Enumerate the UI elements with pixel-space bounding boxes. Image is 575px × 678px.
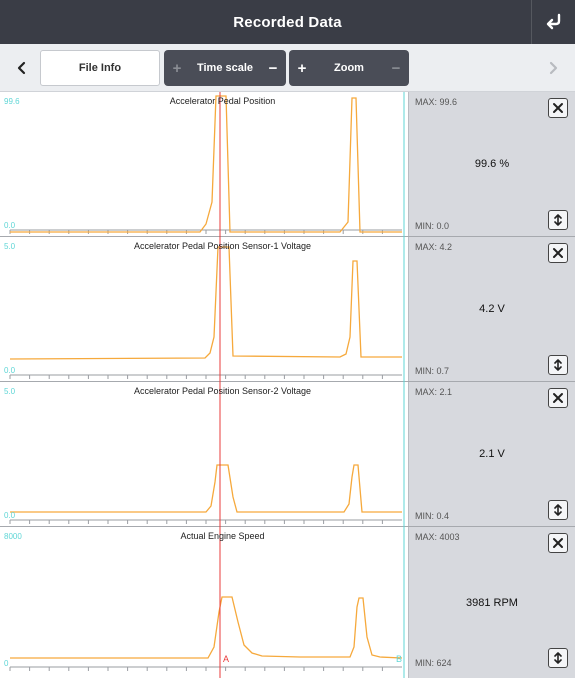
max-value: MAX: 2.1 [415,387,453,397]
time-scale-control: + Time scale − [164,50,286,86]
chevron-left-icon [17,61,26,75]
resize-panel-button[interactable] [548,355,568,375]
close-panel-button[interactable] [548,243,568,263]
graph-area[interactable]: Accelerator Pedal Position 99.6 0.0 [0,92,408,237]
trace-graph [9,92,405,237]
max-value: MAX: 99.6 [415,97,458,107]
y-max-label: 5.0 [4,242,16,251]
y-min-label: 0 [4,659,9,668]
graph-area[interactable]: Accelerator Pedal Position Sensor-1 Volt… [0,237,408,382]
resize-panel-button[interactable] [548,500,568,520]
file-info-button[interactable]: File Info [40,50,160,86]
panel-title: Actual Engine Speed [180,531,265,541]
current-value: 99.6 % [474,158,510,170]
close-icon [553,103,563,113]
graph-area[interactable]: Actual Engine Speed 8000 0 A B [0,527,408,678]
tick-marks [9,667,383,671]
title-bar: Recorded Data [0,0,575,44]
zoom-label: Zoom [334,62,364,74]
y-min-label: 0.0 [4,366,16,375]
time-scale-label: Time scale [196,62,254,74]
data-trace [10,95,402,233]
file-info-label: File Info [78,62,122,74]
cursor-b-label: B [396,654,403,664]
resize-panel-button[interactable] [548,648,568,668]
y-max-label: 8000 [4,532,22,541]
panel-title: Accelerator Pedal Position [169,96,276,106]
resize-panel-button[interactable] [548,210,568,230]
y-max-label: 5.0 [4,387,16,396]
data-trace [9,246,402,360]
zoom-minus-button[interactable]: − [391,59,401,77]
close-icon [553,538,563,548]
trace-graph [9,527,405,678]
data-panel-sensor-2-voltage: Accelerator Pedal Position Sensor-2 Volt… [0,382,575,527]
trace-graph [9,237,405,382]
y-min-label: 0.0 [4,221,16,230]
close-panel-button[interactable] [548,388,568,408]
current-value: 3981 RPM [466,596,518,609]
zoom-control: + Zoom − [289,50,409,86]
data-panel-sensor-1-voltage: Accelerator Pedal Position Sensor-1 Volt… [0,237,575,382]
max-value: MAX: 4003 [415,532,460,542]
return-arrow-icon [546,13,560,30]
time-scale-minus-button[interactable]: − [268,59,278,77]
value-sidebar: MAX: 99.6 99.6 % MIN: 0.0 [408,92,575,236]
y-max-label: 99.6 [4,97,20,106]
next-button[interactable] [535,44,571,92]
vertical-resize-icon [554,359,562,371]
min-value: MIN: 0.7 [415,366,450,376]
data-panel-accelerator-pedal-position: Accelerator Pedal Position 99.6 0.0 MAX:… [0,92,575,237]
tick-marks [9,375,383,379]
y-min-label: 0.0 [4,511,16,520]
vertical-resize-icon [554,504,562,516]
current-value: 4.2 V [479,303,505,315]
zoom-plus-button[interactable]: + [297,59,307,77]
data-trace [10,596,403,659]
close-icon [553,393,563,403]
vertical-resize-icon [554,652,562,664]
panel-title: Accelerator Pedal Position Sensor-2 Volt… [133,386,312,396]
value-sidebar: MAX: 2.1 2.1 V MIN: 0.4 [408,382,575,526]
min-value: MIN: 0.0 [415,221,450,231]
previous-button[interactable] [4,44,40,92]
min-value: MIN: 0.4 [415,511,450,521]
close-icon [553,248,563,258]
trace-graph [9,382,405,527]
toolbar: File Info + Time scale − + Zoom − [0,44,575,92]
chevron-right-icon [549,61,558,75]
return-button[interactable] [531,0,575,44]
data-trace [10,464,402,513]
graph-area[interactable]: Accelerator Pedal Position Sensor-2 Volt… [0,382,408,527]
cursor-a-label: A [223,654,230,664]
vertical-resize-icon [554,214,562,226]
min-value: MIN: 624 [415,658,452,668]
tick-marks [9,520,383,524]
max-value: MAX: 4.2 [415,242,453,252]
current-value: 2.1 V [479,448,505,460]
close-panel-button[interactable] [548,98,568,118]
panel-title: Accelerator Pedal Position Sensor-1 Volt… [133,241,312,251]
value-sidebar: MAX: 4.2 4.2 V MIN: 0.7 [408,237,575,381]
value-sidebar: MAX: 4003 3981 RPM MIN: 624 [408,527,575,678]
close-panel-button[interactable] [548,533,568,553]
data-panel-engine-speed: Actual Engine Speed 8000 0 A B MAX: 4003… [0,527,575,678]
page-title: Recorded Data [233,13,342,31]
time-scale-plus-button[interactable]: + [172,59,182,77]
